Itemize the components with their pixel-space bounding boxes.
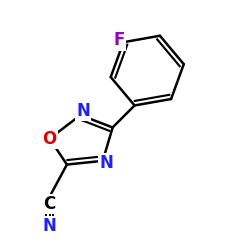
Text: F: F <box>113 31 125 49</box>
Text: O: O <box>42 130 57 148</box>
Text: N: N <box>43 217 56 235</box>
Text: N: N <box>76 102 90 120</box>
Text: C: C <box>44 195 56 213</box>
Text: N: N <box>100 154 114 172</box>
